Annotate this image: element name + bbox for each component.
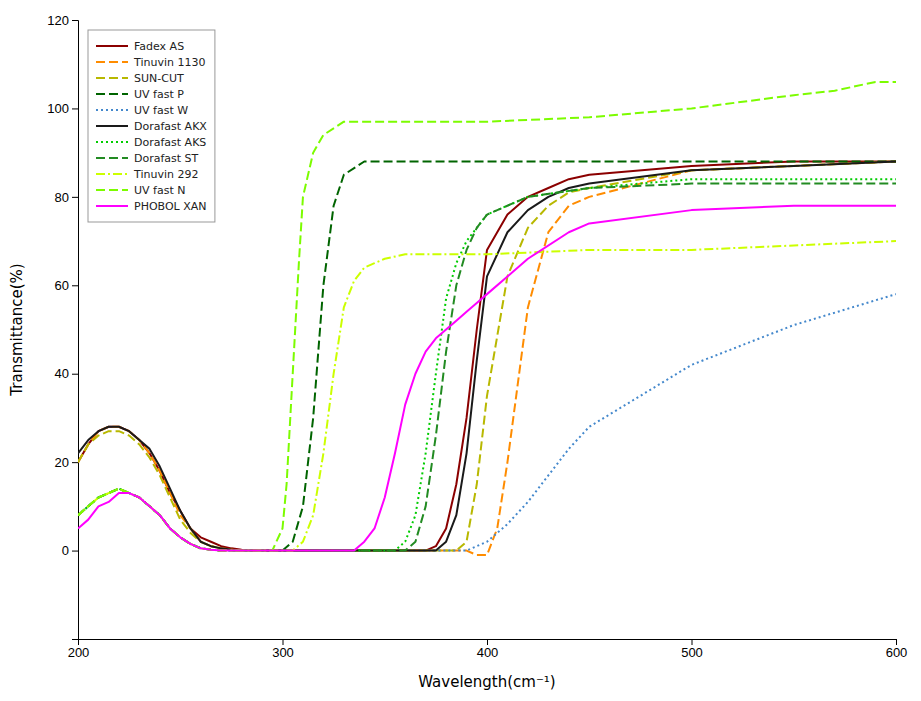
chart: 200 300 400 500 600 0 20 40 60 80 100 120 Fadex AS Ti… xyxy=(0,0,921,701)
tick-label: 60 xyxy=(55,278,69,293)
tick: 20 xyxy=(55,455,78,470)
tick-label: 600 xyxy=(886,645,908,660)
tick-mark xyxy=(487,639,488,645)
legend-label: Fadex AS xyxy=(134,40,184,53)
legend-item: Dorafast ST xyxy=(96,152,199,165)
tick: 80 xyxy=(55,190,78,205)
legend-swatch xyxy=(96,77,128,79)
tick-label: 40 xyxy=(55,366,69,381)
tick: 120 xyxy=(47,13,78,28)
tick-mark xyxy=(72,197,78,198)
tick-label: 20 xyxy=(55,455,69,470)
legend-label: UV fast P xyxy=(134,88,184,101)
y-axis: 0 20 40 60 80 100 120 xyxy=(47,13,78,640)
legend-swatch xyxy=(96,125,128,127)
tick-label: 120 xyxy=(47,13,69,28)
legend-item: Dorafast AKX xyxy=(96,120,207,133)
legend: Fadex AS Tinuvin 1130 SUN-CUT UV fast P UV f… xyxy=(88,30,215,222)
tick-mark xyxy=(72,374,78,375)
legend-swatch xyxy=(96,45,128,47)
series-line xyxy=(78,184,896,551)
series-line xyxy=(78,179,896,550)
legend-item: Tinuvin 292 xyxy=(96,168,198,181)
tick: 0 xyxy=(62,543,78,558)
tick-mark xyxy=(72,551,78,552)
tick-label: 80 xyxy=(55,190,69,205)
series-line xyxy=(78,294,896,550)
tick: 500 xyxy=(681,639,703,660)
legend-swatch xyxy=(96,141,128,143)
x-axis: 200 300 400 500 600 xyxy=(68,639,908,660)
tick-label: 400 xyxy=(477,645,499,660)
legend-label: Dorafast AKS xyxy=(134,136,206,149)
legend-swatch xyxy=(96,173,128,175)
legend-item: UV fast P xyxy=(96,88,184,101)
series-line xyxy=(78,241,896,551)
axis-line xyxy=(72,21,79,640)
legend-label: Tinuvin 292 xyxy=(133,168,198,181)
series-line xyxy=(78,206,896,551)
legend-swatch xyxy=(96,93,128,95)
tick: 400 xyxy=(477,639,499,660)
tick-label: 0 xyxy=(62,543,69,558)
tick: 40 xyxy=(55,366,78,381)
axis-line xyxy=(79,640,897,646)
tick-mark xyxy=(283,639,284,645)
tick: 60 xyxy=(55,278,78,293)
tick-mark xyxy=(72,20,78,21)
legend-swatch xyxy=(96,61,128,63)
tick-mark xyxy=(692,639,693,645)
tick: 100 xyxy=(47,101,78,116)
legend-swatch xyxy=(96,109,128,111)
x-axis-title: Wavelength(cm⁻¹) xyxy=(418,673,555,691)
legend-item: UV fast N xyxy=(96,184,185,197)
legend-item: PHOBOL XAN xyxy=(96,200,207,213)
tick-mark xyxy=(72,462,78,463)
tick-label: 500 xyxy=(681,645,703,660)
legend-item: Tinuvin 1130 xyxy=(96,56,205,69)
legend-item: Fadex AS xyxy=(96,40,184,53)
tick-label: 100 xyxy=(47,101,69,116)
legend-swatch xyxy=(96,157,128,159)
legend-label: Tinuvin 1130 xyxy=(133,56,205,69)
tick-label: 200 xyxy=(68,645,90,660)
tick-mark xyxy=(896,639,897,645)
legend-swatch xyxy=(96,189,128,191)
legend-box xyxy=(88,30,215,222)
legend-item: UV fast W xyxy=(96,104,188,117)
legend-item: SUN-CUT xyxy=(96,72,184,85)
tick: 300 xyxy=(272,639,294,660)
legend-item: Dorafast AKS xyxy=(96,136,206,149)
tick-mark xyxy=(72,108,78,109)
legend-swatch xyxy=(96,205,128,207)
y-axis-title: Transmittance(%) xyxy=(8,263,26,396)
tick-label: 300 xyxy=(272,645,294,660)
plot-area: 200 300 400 500 600 0 20 40 60 80 100 120 Fadex AS Ti… xyxy=(47,13,907,661)
legend-label: UV fast W xyxy=(134,104,188,117)
legend-label: PHOBOL XAN xyxy=(134,200,207,213)
tick-mark xyxy=(72,285,78,286)
legend-label: SUN-CUT xyxy=(134,72,184,85)
legend-label: Dorafast AKX xyxy=(134,120,207,133)
legend-label: Dorafast ST xyxy=(134,152,199,165)
tick: 200 xyxy=(68,639,90,660)
tick: 600 xyxy=(886,639,908,660)
legend-label: UV fast N xyxy=(134,184,185,197)
